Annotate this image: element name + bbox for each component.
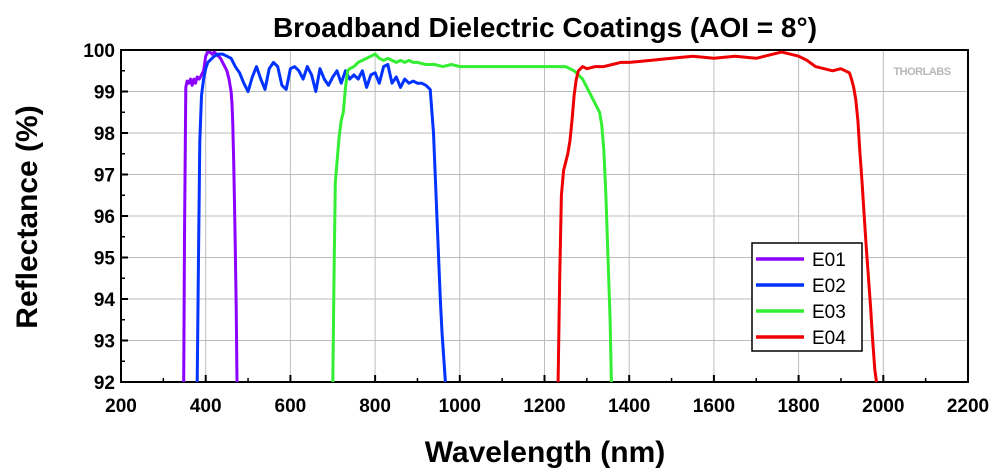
y-tick-label: 92 bbox=[94, 373, 115, 394]
x-tick-label: 800 bbox=[359, 396, 391, 417]
x-tick-label: 600 bbox=[275, 396, 307, 417]
series-line-e01 bbox=[182, 50, 239, 383]
x-tick-label: 200 bbox=[105, 396, 137, 417]
legend-label-e03: E03 bbox=[812, 302, 846, 323]
y-tick-label: 99 bbox=[94, 83, 115, 104]
series-line-e02 bbox=[195, 52, 447, 383]
y-tick-label: 98 bbox=[94, 124, 115, 145]
x-tick-label: 2000 bbox=[862, 396, 904, 417]
x-tick-label: 1600 bbox=[693, 396, 735, 417]
series-lines bbox=[182, 50, 878, 383]
watermark-text: THORLABS bbox=[893, 66, 950, 78]
x-tick-label: 1800 bbox=[777, 396, 819, 417]
axis-ticks: 200 400 600 800 1000 1200 1400 1600 1800 2000 2200… bbox=[83, 41, 989, 417]
x-tick-label: 2200 bbox=[947, 396, 989, 417]
legend-label-e04: E04 bbox=[812, 328, 846, 349]
thorlabs-watermark: THORLABS bbox=[893, 66, 951, 78]
legend-label-e01: E01 bbox=[812, 250, 846, 271]
x-tick-label: 1200 bbox=[523, 396, 565, 417]
x-tick-label: 400 bbox=[190, 396, 222, 417]
chart-title: Broadband Dielectric Coatings (AOI = 8°) bbox=[273, 12, 817, 43]
y-tick-label: 93 bbox=[94, 332, 115, 353]
y-tick-label: 100 bbox=[83, 41, 115, 62]
x-tick-label: 1000 bbox=[439, 396, 481, 417]
series-line-e04 bbox=[556, 50, 878, 383]
y-axis-label: Reflectance (%) bbox=[11, 105, 44, 328]
legend-box bbox=[751, 242, 863, 352]
y-tick-label: 97 bbox=[94, 166, 115, 187]
legend: E01 E02 E03 E04 bbox=[751, 242, 863, 352]
series-line-e03 bbox=[331, 52, 613, 383]
y-tick-label: 95 bbox=[94, 249, 116, 270]
y-tick-label: 96 bbox=[94, 207, 115, 228]
y-tick-label: 94 bbox=[94, 290, 116, 311]
x-axis-label: Wavelength (nm) bbox=[425, 436, 666, 469]
legend-label-e02: E02 bbox=[812, 276, 846, 297]
x-tick-label: 1400 bbox=[608, 396, 650, 417]
